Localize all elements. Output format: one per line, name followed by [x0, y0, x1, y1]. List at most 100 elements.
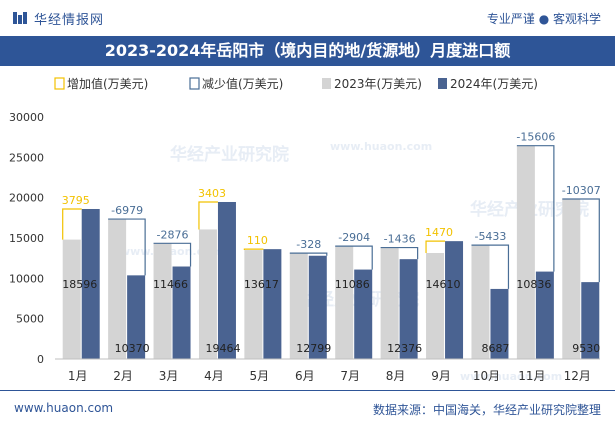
y-tick-label: 20000	[9, 192, 44, 205]
title-bar: 2023-2024年岳阳市（境内目的地/货源地）月度进口额	[0, 36, 615, 66]
bar-2024	[354, 269, 373, 359]
slogan: 专业严谨 ● 客观科学	[486, 12, 601, 26]
decrease-bracket	[289, 252, 328, 256]
change-label: 3795	[62, 194, 90, 207]
y-tick-label: 0	[37, 353, 44, 366]
bar-2023	[244, 250, 263, 359]
watermark-text: www.huaon.com	[460, 370, 562, 383]
value-label-2024: 11466	[153, 278, 188, 291]
bar-2023	[471, 245, 490, 359]
data-labels: 3795 18596 -6979 10370 -2876 11466 3403 19464 11…	[62, 131, 601, 355]
x-axis: 1月 2月 3月 4月 5月 6月 7月 8月 9月 10月 11月 12月	[55, 358, 600, 383]
increase-bracket	[425, 240, 446, 254]
change-label: -5433	[474, 230, 506, 243]
y-tick-label: 15000	[9, 232, 44, 245]
change-label: 3403	[198, 187, 226, 200]
y-tick-label: 5000	[16, 313, 44, 326]
change-label: -2876	[157, 228, 189, 241]
legend-swatch	[189, 77, 200, 90]
change-label: 1470	[425, 226, 453, 239]
x-tick-label: 12月	[564, 369, 591, 383]
bars	[62, 145, 600, 359]
bar-2024	[217, 201, 236, 359]
x-tick-label: 8月	[386, 369, 406, 383]
value-label-2024: 9530	[572, 342, 600, 355]
footer-website: www.huaon.com	[14, 401, 114, 415]
value-label-2024: 12376	[387, 342, 422, 355]
decrease-bracket	[516, 145, 555, 272]
increase-bracket	[62, 208, 82, 240]
bar-2023	[380, 247, 399, 359]
bar-2023	[289, 253, 308, 359]
legend-label: 2024年(万美元)	[450, 77, 538, 91]
y-tick-label: 10000	[9, 272, 44, 285]
decrease-bracket	[471, 244, 510, 289]
x-tick-label: 1月	[68, 369, 88, 383]
value-label-2024: 11086	[335, 278, 370, 291]
legend-label: 增加值(万美元)	[67, 76, 148, 91]
change-label: -2904	[338, 231, 370, 244]
legend-label: 减少值(万美元)	[202, 76, 283, 91]
bar-2023	[153, 243, 172, 359]
value-label-2024: 13617	[244, 278, 279, 291]
decrease-bracket	[108, 218, 146, 276]
legend-2023: 2023年(万美元)	[322, 77, 422, 91]
x-tick-label: 2月	[113, 369, 133, 383]
bar-2024	[81, 208, 100, 359]
x-tick-label: 7月	[340, 369, 360, 383]
x-tick-label: 9月	[431, 369, 451, 383]
watermark-text: 华经产业研究院	[170, 144, 289, 165]
decrease-bracket	[562, 198, 600, 283]
bar-2023	[516, 145, 535, 359]
decrease-bracket	[153, 242, 192, 267]
bar-2024	[127, 275, 146, 359]
change-label: 110	[247, 234, 268, 247]
value-label-2024: 12799	[296, 342, 331, 355]
value-label-2024: 19464	[205, 342, 240, 355]
change-label: -1436	[384, 233, 416, 246]
y-axis: 0 5000 10000 15000 20000 25000 30000	[9, 111, 44, 366]
legend-increase: 增加值(万美元)	[54, 76, 148, 91]
x-tick-label: 11月	[518, 369, 545, 383]
chart-title: 2023-2024年岳阳市（境内目的地/货源地）月度进口额	[104, 41, 511, 60]
bar-2024	[172, 266, 191, 359]
bar-2024	[581, 282, 600, 359]
bar-2024	[445, 241, 464, 359]
legend: 增加值(万美元) 减少值(万美元) 2023年(万美元) 2024年(万美元)	[54, 76, 538, 91]
increase-bracket	[243, 248, 264, 251]
decrease-bracket	[380, 246, 419, 260]
footer-source: 数据来源：中国海关，华经产业研究院整理	[372, 403, 601, 417]
x-tick-label: 4月	[204, 369, 224, 383]
bar-2024	[308, 255, 327, 359]
x-tick-label: 5月	[250, 369, 270, 383]
y-tick-label: 30000	[9, 111, 44, 124]
top-bar: 华经情报网 专业严谨 ● 客观科学	[0, 0, 615, 36]
bar-2024	[263, 249, 282, 359]
legend-swatch	[54, 77, 65, 90]
bar-2023	[198, 229, 217, 359]
value-label-2024: 14610	[426, 278, 461, 291]
x-tick-label: 10月	[473, 369, 500, 383]
footer-divider	[0, 390, 615, 391]
bar-2023	[426, 253, 445, 359]
change-label: -328	[296, 238, 321, 251]
legend-2024: 2024年(万美元)	[438, 77, 538, 91]
legend-label: 2023年(万美元)	[334, 77, 422, 91]
x-tick-label: 6月	[295, 369, 315, 383]
watermark-text: www.huaon.com	[330, 140, 432, 153]
bar-2023	[62, 239, 81, 359]
legend-decrease: 减少值(万美元)	[189, 76, 283, 91]
value-label-2024: 10836	[516, 278, 551, 291]
value-label-2024: 18596	[62, 278, 97, 291]
value-label-2024: 10370	[115, 342, 150, 355]
legend-swatch	[322, 78, 331, 89]
value-label-2024: 8687	[481, 342, 509, 355]
huajing-logo-icon	[13, 12, 27, 24]
bar-2023	[108, 219, 127, 359]
change-label: -10307	[562, 184, 601, 197]
legend-swatch	[438, 78, 447, 89]
change-label: -15606	[516, 131, 555, 144]
bar-2023	[335, 246, 354, 359]
